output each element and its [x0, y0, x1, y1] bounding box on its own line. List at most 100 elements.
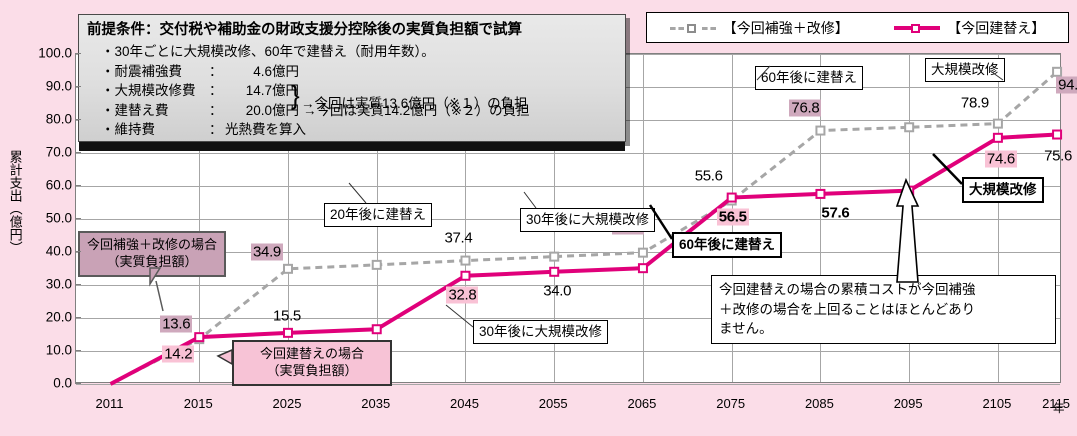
assumptions-line1: ・30年ごとに大規模改修、60年で建替え（耐用年数）。	[101, 44, 435, 60]
assumption-row: ・維持費 ： 光熱費を算入	[87, 120, 617, 140]
y-axis-tick-label: 20.0	[45, 309, 72, 325]
legend-label-rebuild: 【今回建替え】	[947, 19, 1046, 36]
callout-rebuild-60yr-bold: 60年後に建替え	[672, 232, 783, 258]
gridline-vertical	[287, 54, 289, 382]
series-marker	[637, 247, 648, 258]
chart-legend: 【今回補強＋改修】 【今回建替え】	[646, 12, 1069, 43]
callout-line: ません。	[719, 321, 773, 337]
y-axis-tick-label: 40.0	[45, 243, 72, 259]
assumption-colon: ：	[209, 102, 223, 118]
data-point-label: 13.6	[160, 315, 193, 333]
series-marker	[371, 259, 382, 270]
x-axis-tick-label: 2035	[361, 396, 391, 411]
callout-line: （実質負担額）	[106, 253, 198, 269]
y-axis-tick-mark	[75, 383, 81, 384]
y-axis-tick-mark	[75, 152, 81, 153]
assumption-row: ・大規模改修費 ： 14.7億円	[87, 81, 617, 101]
series-marker	[549, 266, 560, 277]
series-marker	[194, 332, 205, 343]
gridline-vertical	[465, 54, 467, 382]
data-point-label: 56.5	[716, 208, 749, 226]
brace-icon: }	[291, 79, 300, 110]
callout-rebuild-20yr: 20年後に建替え	[324, 203, 433, 227]
data-point-label: 75.6	[1044, 147, 1073, 165]
y-axis-tick-label: 50.0	[45, 210, 72, 226]
data-point-label: 74.6	[984, 150, 1017, 168]
y-axis-tick-mark	[75, 251, 81, 252]
legend-solid-line-icon	[894, 22, 941, 34]
series-marker	[815, 125, 826, 136]
assumption-brace-note: →今回は実質13.6億円（※１）の負担	[301, 95, 528, 111]
y-axis-tick-mark	[75, 53, 81, 54]
assumption-colon: ：	[209, 83, 223, 99]
series-marker	[549, 251, 560, 262]
gridline-vertical	[997, 54, 999, 382]
y-axis-tick-label: 10.0	[45, 342, 72, 358]
x-axis-tick-label: 2065	[627, 396, 657, 411]
y-axis-tick-label: 30.0	[45, 276, 72, 292]
y-axis-tick-mark	[75, 317, 81, 318]
assumption-value: 14.7億円	[245, 83, 299, 99]
callout-reinforce-case: 今回補強＋改修の場合 （実質負担額）	[78, 231, 226, 277]
legend-dashed-line-icon	[669, 22, 716, 34]
series-marker	[282, 263, 293, 274]
y-axis-tick-mark	[75, 350, 81, 351]
legend-item-reinforce[interactable]: 【今回補強＋改修】	[669, 18, 849, 38]
assumption-colon: ：	[209, 63, 223, 79]
series-marker	[904, 122, 915, 133]
gridline-horizontal	[76, 153, 1060, 154]
x-axis-tick-label: 2055	[538, 396, 568, 411]
gridline-horizontal	[76, 351, 1060, 352]
x-axis-tick-label: 2045	[450, 396, 479, 411]
x-axis-tick-label: 2025	[272, 396, 302, 411]
gridline-horizontal	[76, 318, 1060, 319]
data-point-label: 78.9	[960, 94, 989, 112]
assumption-key: ・大規模改修費	[101, 83, 196, 99]
callout-line: （実質負担額）	[266, 362, 358, 378]
series-marker	[371, 324, 382, 335]
x-axis-tick-label: 2011	[95, 396, 124, 411]
callout-renovate-30yr-upper: 30年後に大規模改修	[520, 208, 656, 232]
assumption-colon: ：	[209, 122, 223, 138]
y-axis-tick-label: 60.0	[45, 177, 72, 193]
series-marker	[1052, 66, 1063, 77]
x-axis-tick-label: 2115	[1042, 396, 1071, 411]
data-point-label: 57.6	[821, 204, 850, 222]
assumption-key: ・耐震補強費	[101, 63, 182, 79]
callout-line: 今回建替えの場合の累積コストが今回補強	[719, 282, 976, 297]
callout-line: 今回建替えの場合	[259, 346, 364, 361]
y-axis-tick-label: 90.0	[45, 78, 72, 94]
legend-item-rebuild[interactable]: 【今回建替え】	[894, 18, 1045, 38]
y-axis-title: 累計支出（億円）	[7, 150, 23, 254]
series-marker	[726, 192, 737, 203]
callout-line: ＋改修の場合を上回ることはほとんどあり	[719, 301, 976, 317]
x-axis-tick-label: 2105	[982, 396, 1012, 411]
assumption-row: ・建替え費 ： 20.0億円 →今回は実質14.2億円（※２）の負担	[87, 101, 617, 121]
series-marker	[992, 132, 1003, 143]
gridline-horizontal	[76, 186, 1060, 187]
series-marker	[904, 185, 915, 196]
x-axis-tick-label: 2015	[183, 396, 213, 411]
x-axis-tick-label: 2075	[716, 396, 746, 411]
callout-line: 今回補強＋改修の場合	[86, 237, 217, 252]
y-axis-tick-mark	[75, 119, 81, 120]
x-axis-unit: 年	[1053, 403, 1065, 415]
callout-renovate-bold: 大規模改修	[962, 177, 1044, 203]
callout-renovate-top: 大規模改修	[925, 58, 1005, 82]
gridline-horizontal	[76, 384, 1060, 385]
series-line-1	[109, 70, 1059, 386]
y-axis-tick-label: 80.0	[45, 111, 72, 127]
assumption-note: →今回は実質14.2億円（※２）の負担	[303, 102, 530, 118]
series-marker	[282, 327, 293, 338]
data-point-label: 94.6	[1056, 76, 1077, 94]
series-marker	[815, 188, 826, 199]
series-line-2	[109, 132, 1058, 386]
assumptions-panel: 前提条件：交付税や補助金の財政支援分控除後の実質負担額で試算 ・30年ごとに大規…	[78, 14, 626, 151]
y-axis-tick-mark	[75, 218, 81, 219]
x-axis-tick-label: 2095	[893, 396, 923, 411]
y-axis-tick-mark	[75, 284, 81, 285]
series-marker	[992, 118, 1003, 129]
y-axis-tick-mark	[75, 86, 81, 87]
data-point-label: 34.0	[543, 282, 572, 300]
